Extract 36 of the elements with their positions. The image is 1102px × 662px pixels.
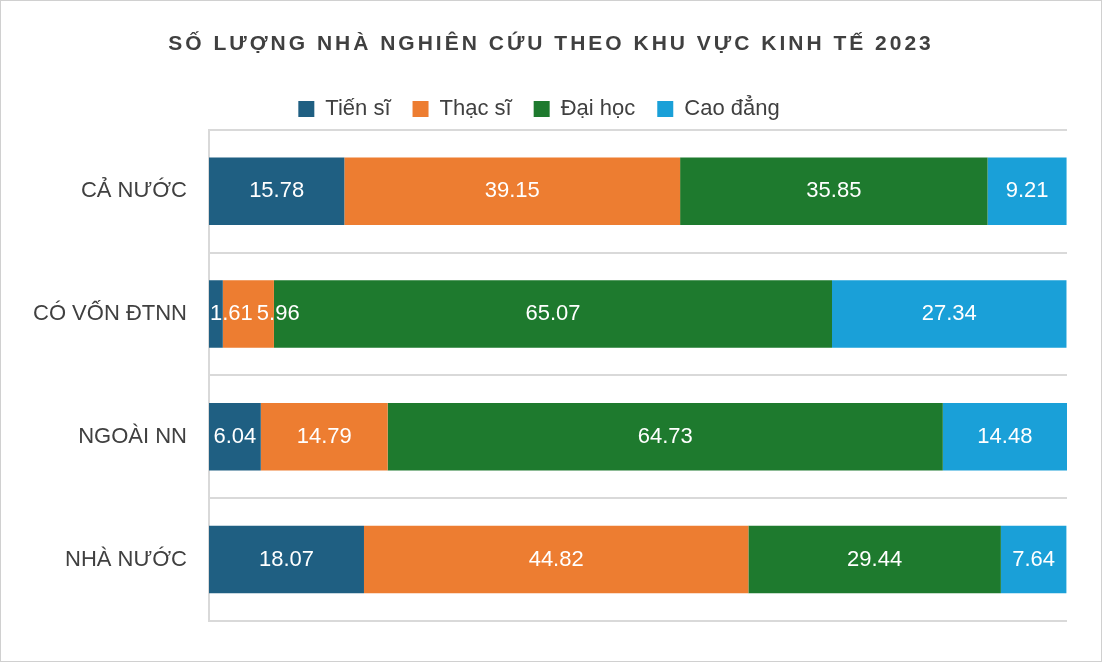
bar xyxy=(209,525,364,594)
data-label: 39.15 xyxy=(484,177,540,203)
bar xyxy=(387,403,943,471)
bar xyxy=(748,525,1001,594)
data-label: 29.44 xyxy=(847,545,903,571)
data-label: 14.79 xyxy=(296,422,352,448)
legend-label: Đại học xyxy=(560,95,636,121)
y-tick-label: CÓ VỐN ĐTNN xyxy=(33,299,187,326)
data-label: 7.64 xyxy=(1012,545,1056,571)
data-label: 27.34 xyxy=(921,300,977,326)
y-tick-label: NGOÀI NN xyxy=(78,422,187,448)
data-label: 35.85 xyxy=(806,177,862,203)
bar xyxy=(987,157,1067,226)
bar xyxy=(363,525,749,594)
data-label: 65.07 xyxy=(525,300,581,326)
y-tick-label: NHÀ NƯỚC xyxy=(65,545,188,571)
legend-label: Cao đẳng xyxy=(684,95,780,121)
data-label: 18.07 xyxy=(258,545,315,571)
data-label: 15.78 xyxy=(249,177,305,203)
legend-label: Tiến sĩ xyxy=(325,95,392,121)
bar xyxy=(942,403,1067,471)
data-label: 9.21 xyxy=(1005,177,1049,203)
data-label: 14.48 xyxy=(977,422,1033,448)
bar xyxy=(209,403,261,471)
bar xyxy=(680,157,988,226)
bar xyxy=(344,157,681,226)
data-label: 44.82 xyxy=(528,545,584,571)
chart-title: SỐ LƯỢNG NHÀ NGHIÊN CỨU THEO KHU VỰC KINH TẾ 2023 xyxy=(167,31,935,55)
bar xyxy=(260,403,388,471)
bar xyxy=(832,280,1067,348)
bar xyxy=(1000,525,1067,594)
data-label: 6.04 xyxy=(213,422,257,448)
legend-label: Thạc sĩ xyxy=(439,95,513,121)
bar xyxy=(209,157,345,226)
data-label: 64.73 xyxy=(637,422,693,448)
y-tick-label: CẢ NƯỚC xyxy=(80,177,188,203)
